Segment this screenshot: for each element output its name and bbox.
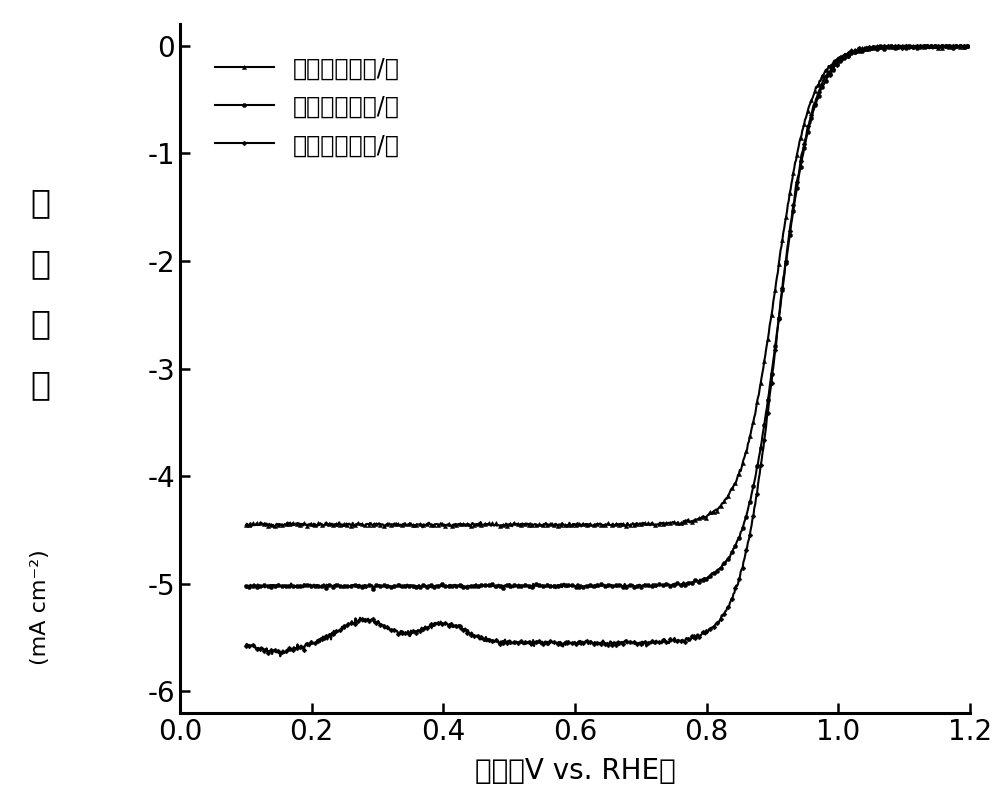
石墨相氮化碳/铂: [702, 510, 714, 520]
Line: 硫掺杂氮化碳/铂: 硫掺杂氮化碳/铂: [244, 44, 972, 658]
Text: (mA cm⁻²): (mA cm⁻²): [30, 550, 50, 665]
石墨相氮化碳/铂: [284, 518, 296, 527]
质子化氮化碳/铂: [864, 43, 876, 53]
硫掺杂氮化碳/铂: [285, 646, 297, 655]
石墨相氮化碳/铂: [661, 519, 673, 529]
Legend: 石墨相氮化碳/铂, 质子化氮化碳/铂, 硫掺杂氮化碳/铂: 石墨相氮化碳/铂, 质子化氮化碳/铂, 硫掺杂氮化碳/铂: [208, 50, 407, 164]
硫掺杂氮化碳/铂: [240, 641, 252, 650]
硫掺杂氮化碳/铂: [661, 638, 673, 648]
质子化氮化碳/铂: [964, 42, 976, 52]
质子化氮化碳/铂: [894, 41, 906, 51]
质子化氮化碳/铂: [661, 580, 673, 590]
石墨相氮化碳/铂: [417, 522, 429, 532]
硫掺杂氮化碳/铂: [790, 181, 802, 190]
Line: 石墨相氮化碳/铂: 石墨相氮化碳/铂: [244, 44, 972, 530]
质子化氮化碳/铂: [680, 579, 692, 589]
石墨相氮化碳/铂: [864, 44, 876, 53]
质子化氮化碳/铂: [284, 581, 296, 590]
X-axis label: 电压（V vs. RHE）: 电压（V vs. RHE）: [475, 757, 675, 785]
硫掺杂氮化碳/铂: [680, 633, 692, 643]
硫掺杂氮化碳/铂: [875, 41, 887, 51]
石墨相氮化碳/铂: [680, 516, 692, 526]
石墨相氮化碳/铂: [790, 156, 802, 165]
硫掺杂氮化碳/铂: [864, 44, 876, 53]
质子化氮化碳/铂: [367, 584, 379, 594]
石墨相氮化碳/铂: [964, 41, 976, 51]
Line: 质子化氮化碳/铂: 质子化氮化碳/铂: [244, 44, 972, 590]
质子化氮化碳/铂: [240, 581, 252, 590]
Text: 密: 密: [30, 308, 50, 340]
石墨相氮化碳/铂: [240, 521, 252, 531]
硫掺杂氮化碳/铂: [964, 41, 976, 51]
Text: 流: 流: [30, 247, 50, 279]
Text: 电: 电: [30, 186, 50, 219]
质子化氮化碳/铂: [790, 189, 802, 198]
硫掺杂氮化碳/铂: [274, 651, 286, 661]
Text: 度: 度: [30, 369, 50, 401]
石墨相氮化碳/铂: [876, 41, 888, 51]
质子化氮化碳/铂: [702, 572, 714, 582]
硫掺杂氮化碳/铂: [702, 626, 714, 636]
